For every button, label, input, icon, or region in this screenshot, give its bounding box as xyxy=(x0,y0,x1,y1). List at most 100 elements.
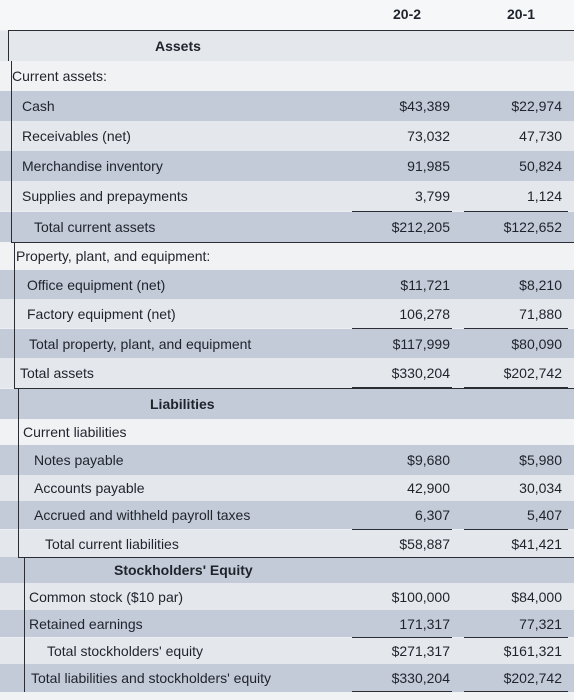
list-item: Property, plant, and equipment: xyxy=(0,242,574,270)
value-20-1: $161,321 xyxy=(503,643,562,659)
value-20-2: $330,204 xyxy=(391,670,450,686)
value-20-1: $122,652 xyxy=(503,219,562,235)
list-item: Total assets $330,204 $202,742 xyxy=(0,358,574,388)
row-label: Accrued and withheld payroll taxes xyxy=(34,507,251,523)
row-label: Common stock ($10 par) xyxy=(29,588,184,605)
underline xyxy=(464,637,568,638)
value-20-2: $43,389 xyxy=(399,98,450,114)
list-item: Receivables (net) 73,032 47,730 xyxy=(0,121,574,151)
row-label: Total property, plant, and equipment xyxy=(29,335,252,352)
row-label: Current liabilities xyxy=(23,424,127,440)
value-20-2: 91,985 xyxy=(407,158,450,174)
list-item: Total current liabilities $58,887 $41,42… xyxy=(0,530,574,557)
list-item: Accrued and withheld payroll taxes 6,307… xyxy=(0,501,574,529)
underline xyxy=(352,211,452,212)
value-20-2: 3,799 xyxy=(414,188,450,204)
underline xyxy=(464,691,568,692)
value-20-2: $58,887 xyxy=(399,535,450,552)
row-label: Accounts payable xyxy=(34,480,145,496)
row-label: Factory equipment (net) xyxy=(27,305,176,322)
underline xyxy=(464,529,568,530)
value-20-1: 1,124 xyxy=(526,188,562,204)
list-item: Total current assets $212,205 $122,652 xyxy=(0,212,574,242)
underline xyxy=(352,529,452,530)
value-20-1: $202,742 xyxy=(503,365,562,381)
list-item: Total property, plant, and equipment $11… xyxy=(0,329,574,358)
underline xyxy=(464,211,568,212)
section-liabilities-row: Liabilities xyxy=(0,389,574,419)
value-20-1: 30,034 xyxy=(519,480,562,496)
row-divider xyxy=(11,242,574,243)
value-20-2: 73,032 xyxy=(407,128,450,144)
value-20-2: $330,204 xyxy=(391,365,450,381)
row-label: Supplies and prepayments xyxy=(22,188,188,204)
row-label: Merchandise inventory xyxy=(22,158,163,174)
value-20-2: 171,317 xyxy=(399,615,450,632)
list-item: Total stockholders' equity $271,317 $161… xyxy=(0,638,574,664)
section-liabilities-label: Liabilities xyxy=(150,396,215,412)
value-20-2: $9,680 xyxy=(407,452,450,468)
row-label: Office equipment (net) xyxy=(27,276,166,293)
list-item: Retained earnings 171,317 77,321 xyxy=(0,610,574,637)
value-20-2: $100,000 xyxy=(391,588,450,605)
list-item: Office equipment (net) $11,721 $8,210 xyxy=(0,270,574,299)
column-header: 20-2 20-1 xyxy=(0,0,574,30)
row-label: Retained earnings xyxy=(29,615,143,632)
underline xyxy=(352,387,452,388)
value-20-1: $22,974 xyxy=(511,98,562,114)
row-label: Receivables (net) xyxy=(22,128,131,144)
section-assets-row: Assets xyxy=(0,31,574,61)
column-header-20-1: 20-1 xyxy=(507,6,536,22)
list-item: Current assets: xyxy=(0,61,574,91)
value-20-1: 71,880 xyxy=(519,305,562,322)
row-label: Total assets xyxy=(20,365,94,381)
list-item: Supplies and prepayments 3,799 1,124 xyxy=(0,181,574,211)
left-border xyxy=(11,61,12,242)
value-20-1: 5,407 xyxy=(526,507,562,523)
value-20-2: $117,999 xyxy=(392,335,450,352)
table-top-border xyxy=(8,30,574,31)
value-20-1: $202,742 xyxy=(503,670,562,686)
list-item: Cash $43,389 $22,974 xyxy=(0,91,574,121)
value-20-2: 6,307 xyxy=(414,507,450,523)
row-label: Total liabilities and stockholders' equi… xyxy=(31,670,272,686)
list-item: Accounts payable 42,900 30,034 xyxy=(0,475,574,501)
row-label: Total current liabilities xyxy=(45,535,179,552)
list-item: Merchandise inventory 91,985 50,824 xyxy=(0,151,574,181)
value-20-1: $8,210 xyxy=(519,276,562,293)
value-20-1: 47,730 xyxy=(519,128,562,144)
value-20-2: $271,317 xyxy=(391,643,450,659)
underline xyxy=(464,328,568,329)
row-label: Current assets: xyxy=(12,68,107,84)
left-border xyxy=(14,242,15,388)
bottom-strip xyxy=(0,692,574,700)
value-20-1: 77,321 xyxy=(519,615,562,632)
row-label: Property, plant, and equipment: xyxy=(16,248,211,264)
value-20-2: $212,205 xyxy=(391,219,450,235)
value-20-1: $41,421 xyxy=(511,535,562,552)
left-border xyxy=(18,388,19,557)
row-divider xyxy=(18,557,574,558)
list-item: Notes payable $9,680 $5,980 xyxy=(0,445,574,475)
row-label: Cash xyxy=(22,98,55,114)
underline xyxy=(352,328,452,329)
value-20-2: 42,900 xyxy=(407,480,450,496)
value-20-1: $5,980 xyxy=(519,452,562,468)
list-item: Common stock ($10 par) $100,000 $84,000 xyxy=(0,583,574,610)
list-item: Factory equipment (net) 106,278 71,880 xyxy=(0,299,574,328)
row-divider xyxy=(14,388,574,389)
column-header-20-2: 20-2 xyxy=(393,6,422,22)
value-20-1: 50,824 xyxy=(519,158,562,174)
value-20-1: $84,000 xyxy=(511,588,562,605)
list-item: Current liabilities xyxy=(0,419,574,445)
underline xyxy=(352,691,452,692)
section-equity-row: Stockholders' Equity xyxy=(0,557,574,583)
value-20-2: $11,721 xyxy=(400,276,450,293)
row-label: Total current assets xyxy=(34,219,156,235)
row-label: Total stockholders' equity xyxy=(47,643,203,659)
left-border xyxy=(24,557,25,692)
value-20-2: 106,278 xyxy=(399,305,450,322)
section-assets-label: Assets xyxy=(155,38,201,54)
value-20-1: $80,090 xyxy=(511,335,562,352)
